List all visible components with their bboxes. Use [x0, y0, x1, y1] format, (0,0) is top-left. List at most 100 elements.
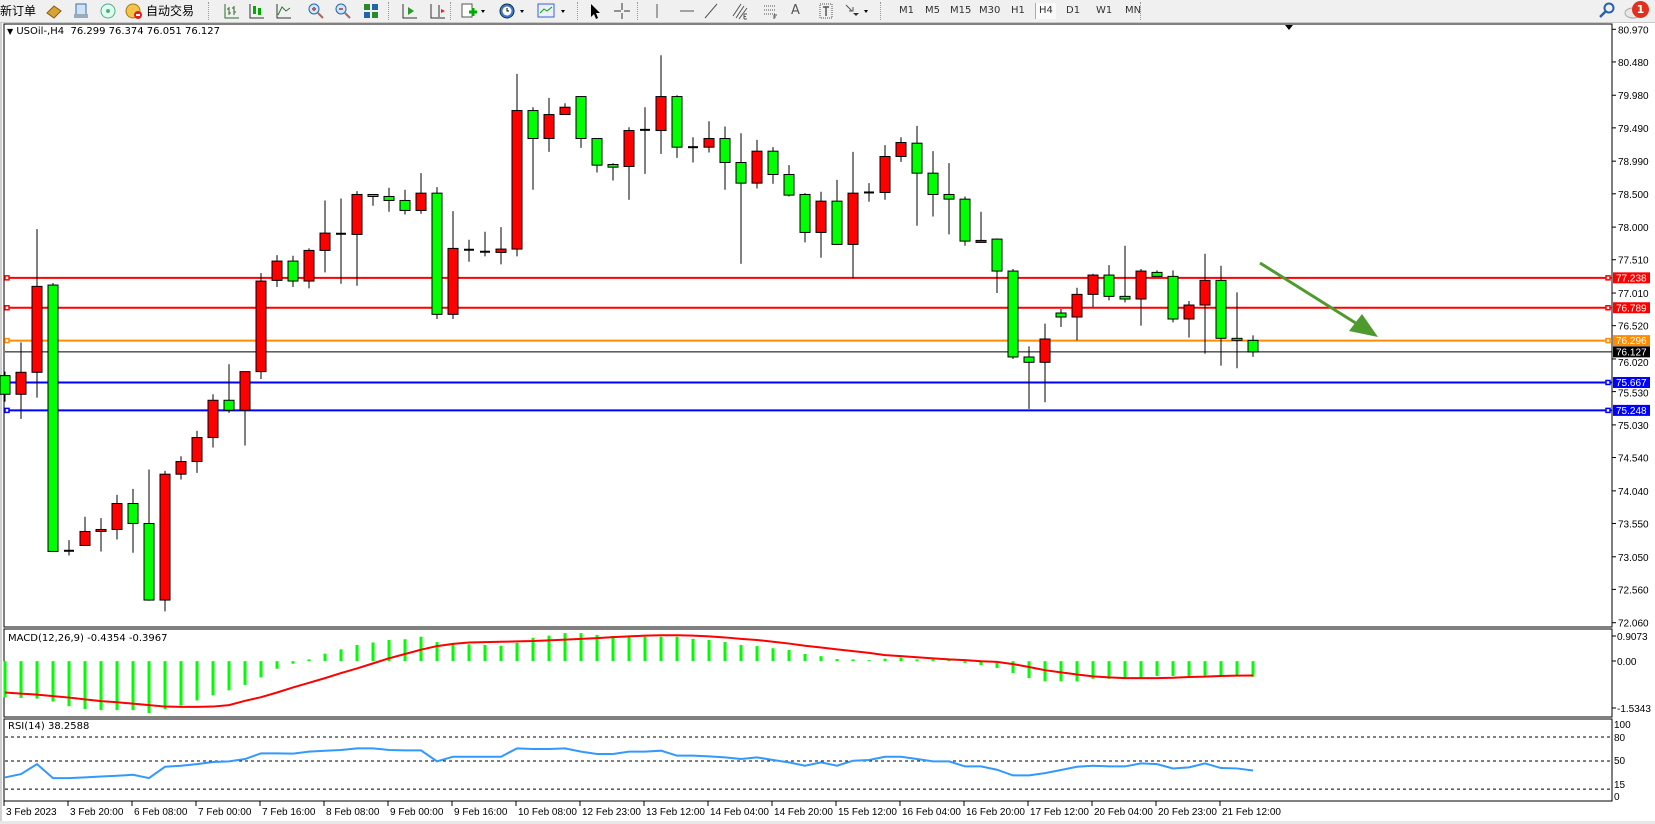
- vertical-line-icon[interactable]: [648, 2, 666, 20]
- timeframe-mn[interactable]: MN: [1125, 5, 1142, 16]
- price-tick-label: 75.530: [1618, 388, 1649, 399]
- price-tick-label: 76.020: [1618, 358, 1649, 369]
- auto-trading-button[interactable]: 自动交易: [146, 4, 195, 18]
- level-price-tag: [1613, 404, 1650, 416]
- candle-body: [1151, 271, 1163, 277]
- price-tick-label: 74.040: [1618, 487, 1649, 498]
- fibo-icon[interactable]: [762, 2, 780, 20]
- current-price-label: 76.127: [1616, 347, 1647, 358]
- templates-icon[interactable]: [537, 2, 567, 20]
- fibo-channel-icon[interactable]: [731, 2, 749, 20]
- candle-body: [943, 193, 955, 200]
- candle-body: [959, 198, 971, 242]
- search-icon[interactable]: [1598, 2, 1616, 20]
- candle-body: [559, 106, 571, 116]
- candle-body: [0, 375, 11, 395]
- timeframe-w1[interactable]: W1: [1096, 5, 1113, 16]
- candle-body: [1055, 312, 1067, 318]
- collapse-triangle-icon[interactable]: ▼: [7, 27, 14, 36]
- horizontal-line-icon[interactable]: [678, 2, 696, 20]
- signals-icon[interactable]: [99, 2, 117, 20]
- candle-body: [255, 280, 267, 373]
- level-anchor-handle[interactable]: [1605, 275, 1611, 281]
- chart-shift-marker[interactable]: [1285, 25, 1293, 30]
- level-anchor-handle[interactable]: [1605, 379, 1611, 386]
- level-anchor-handle[interactable]: [4, 407, 10, 414]
- rsi-tick-label: 15: [1614, 780, 1626, 791]
- timeframe-h1[interactable]: H1: [1011, 5, 1025, 16]
- market-watch-icon[interactable]: [72, 2, 90, 20]
- time-tick-label: 16 Feb 04:00: [902, 807, 961, 818]
- time-tick-label: 20 Feb 04:00: [1094, 807, 1153, 818]
- macd-tick-label: -1.5343: [1617, 704, 1651, 715]
- rsi-label: RSI(14) 38.2588: [8, 721, 90, 732]
- arrows-icon[interactable]: [843, 2, 871, 20]
- chart-shift-icon[interactable]: [428, 2, 446, 20]
- auto-trading-icon[interactable]: [124, 2, 144, 20]
- candle-body: [223, 399, 235, 411]
- timeframe-m15[interactable]: M15: [950, 5, 972, 16]
- candle-body: [767, 150, 779, 175]
- level-price-label: 77.238: [1616, 273, 1647, 284]
- timeframe-d1[interactable]: D1: [1066, 5, 1081, 16]
- time-tick-label: 7 Feb 16:00: [262, 807, 316, 818]
- candle-body: [191, 437, 203, 463]
- time-tick-label: 17 Feb 12:00: [1030, 807, 1089, 818]
- crosshair-icon[interactable]: [613, 2, 631, 20]
- candle-body: [575, 96, 587, 140]
- candle-body: [303, 249, 315, 282]
- candle-body: [895, 142, 907, 158]
- zoom-in-icon[interactable]: [307, 2, 325, 20]
- candle-body: [127, 502, 139, 524]
- price-tick-label: 73.550: [1618, 519, 1649, 530]
- level-anchor-handle[interactable]: [4, 275, 10, 281]
- candle-body: [1119, 295, 1131, 300]
- chart-header: ▼ USOil-,H4 76.299 76.374 76.051 76.127: [7, 26, 220, 37]
- text-tool-button[interactable]: A: [791, 3, 800, 18]
- level-anchor-handle[interactable]: [4, 337, 10, 344]
- bar-chart-icon[interactable]: [222, 2, 240, 20]
- trend-arrow-line[interactable]: [1259, 261, 1363, 329]
- gold-icon[interactable]: [45, 2, 63, 20]
- price-tick-label: 80.480: [1618, 58, 1649, 69]
- timeframe-m1[interactable]: M1: [899, 5, 914, 16]
- candle-body: [31, 285, 43, 373]
- notification-badge[interactable]: 1: [1632, 1, 1649, 18]
- line-chart-icon[interactable]: [274, 2, 292, 20]
- candle-body: [655, 96, 667, 132]
- periods-icon[interactable]: [498, 2, 526, 20]
- candle-body: [1039, 338, 1051, 363]
- timeframe-m5[interactable]: M5: [925, 5, 940, 16]
- candle-body: [847, 192, 859, 245]
- time-tick-label: 14 Feb 04:00: [710, 807, 769, 818]
- indicators-icon[interactable]: [460, 2, 486, 20]
- text-label-icon[interactable]: [817, 2, 835, 20]
- timeframe-m30[interactable]: M30: [979, 5, 1001, 16]
- trendline-icon[interactable]: [702, 2, 720, 20]
- level-anchor-handle[interactable]: [1605, 407, 1611, 414]
- tile-windows-icon[interactable]: [362, 2, 380, 20]
- bottom-strip: [0, 821, 1655, 824]
- rsi-tick-label: 80: [1614, 733, 1626, 744]
- macd-label: MACD(12,26,9) -0.4354 -0.3967: [8, 633, 168, 644]
- level-anchor-handle[interactable]: [1605, 337, 1611, 344]
- candle-body: [239, 371, 251, 411]
- time-tick-label: 15 Feb 12:00: [838, 807, 897, 818]
- trend-arrow-head-icon: [1349, 314, 1378, 337]
- zoom-out-icon[interactable]: [334, 2, 352, 20]
- timeframe-h4[interactable]: H4: [1035, 3, 1056, 19]
- candlestick-icon[interactable]: [247, 2, 265, 20]
- level-anchor-handle[interactable]: [4, 305, 10, 311]
- level-anchor-handle[interactable]: [1605, 305, 1611, 311]
- new-order-button[interactable]: 新订单: [0, 4, 37, 18]
- macd-tick-label: 0.9073: [1617, 632, 1648, 643]
- price-tick-label: 77.510: [1618, 256, 1649, 267]
- price-tick-label: 79.980: [1618, 91, 1649, 102]
- candle-body: [1199, 279, 1211, 306]
- cursor-icon[interactable]: [586, 2, 604, 20]
- candle-body: [719, 138, 731, 164]
- price-tick-label: 78.990: [1618, 157, 1649, 168]
- chart-window[interactable]: 80.970 80.480 79.980 79.490 78.990 78.500 78.0…: [0, 23, 1655, 824]
- auto-scroll-icon[interactable]: [400, 2, 418, 20]
- macd-signal-line: [4, 634, 1254, 708]
